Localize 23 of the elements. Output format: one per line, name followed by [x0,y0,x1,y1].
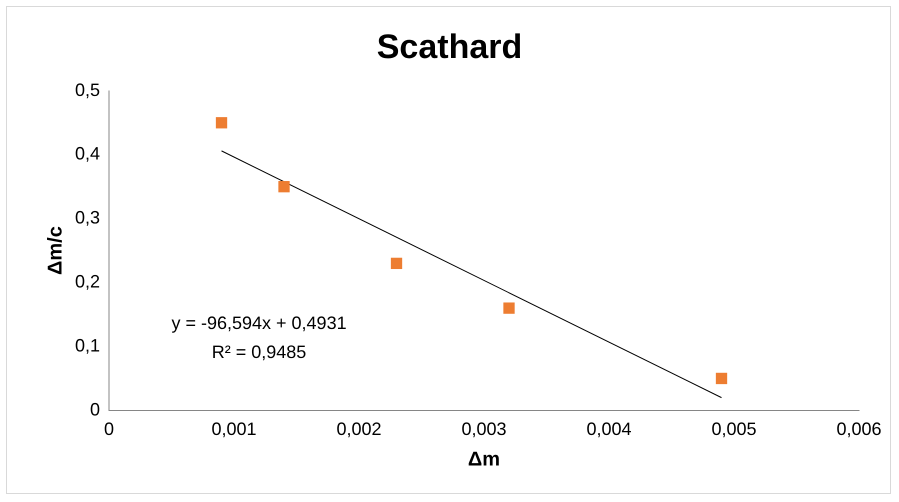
point [390,258,402,270]
point [716,372,728,384]
point [503,302,515,314]
y-tick-label: 0 [90,399,100,420]
y-tick-label: 0,4 [74,144,100,164]
y-tick-label: 0,1 [74,335,100,356]
x-tick-label: 0,005 [711,419,757,440]
x-tick-label: 0,003 [461,419,507,440]
y-axis-title: Δm/c [44,226,67,276]
x-tick-label: 0,004 [586,419,632,440]
x-tick-label: 0 [104,419,114,440]
x-tick-label: 0,006 [836,419,882,440]
x-axis-title: Δm [468,448,500,471]
annotation: R² = 0,9485 [212,342,306,362]
point [278,181,290,192]
y-tick-label: 0,3 [74,208,100,228]
point [216,117,228,128]
x-tick-label: 0,001 [211,419,257,440]
annotation: y = -96,594x + 0,4931 [171,313,347,334]
y-tick-label: 0,5 [74,80,100,100]
y-tick-label: 0,2 [74,272,100,292]
x-tick-label: 0,002 [336,419,382,440]
chart-title: Scathard [376,28,522,66]
